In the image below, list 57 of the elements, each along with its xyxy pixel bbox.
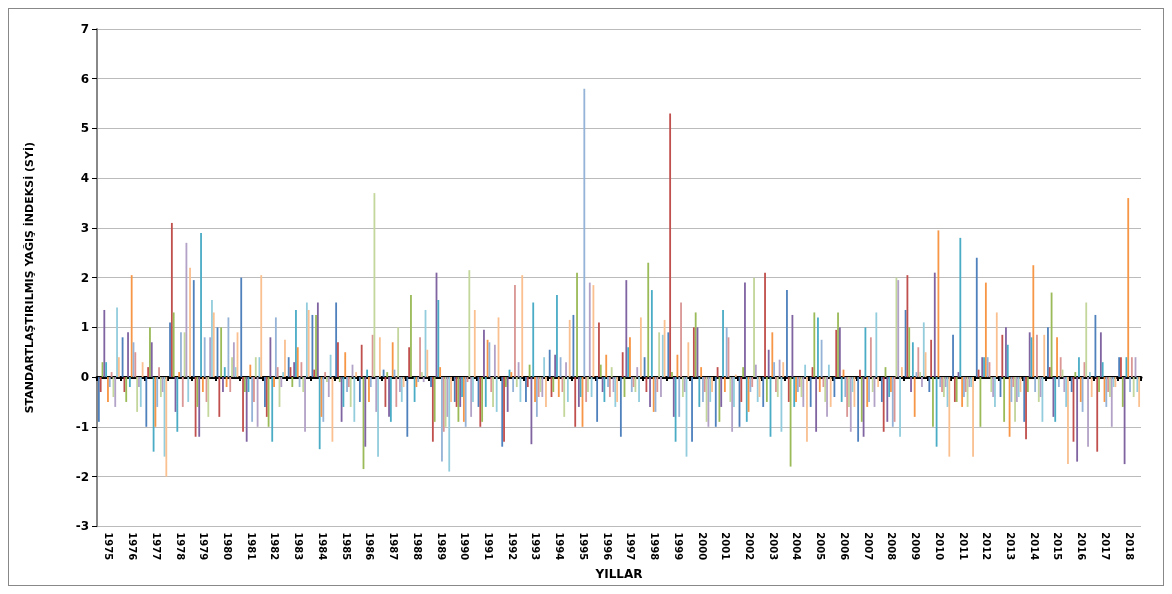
x-tick-label: 2006 [838, 532, 850, 561]
x-tick-label: 1984 [316, 532, 328, 561]
x-tick-label: 1979 [198, 532, 210, 561]
x-tick-label: 1977 [150, 532, 162, 561]
x-tick-label: 2003 [767, 532, 779, 561]
x-tick-label: 2017 [1099, 532, 1111, 561]
x-tick-label: 2005 [815, 532, 827, 561]
x-tick-label: 2011 [957, 532, 969, 561]
x-tick-label: 1992 [506, 532, 518, 561]
y-tick-label: 5 [80, 121, 89, 136]
x-tick-label: 1983 [293, 532, 305, 561]
y-tick-label: 3 [80, 220, 89, 235]
x-tick-label: 1991 [483, 532, 494, 561]
x-tick-label: 2008 [886, 532, 898, 561]
x-tick-label: 2010 [933, 532, 945, 561]
x-tick-label: 2001 [720, 532, 732, 561]
x-tick-label: 1980 [222, 532, 233, 561]
x-tick-label: 1981 [245, 532, 257, 561]
x-tick-label: 1994 [554, 532, 566, 561]
x-tick-label: 1987 [388, 532, 400, 561]
y-tick-label: 6 [80, 71, 89, 86]
x-tick-label: 2002 [744, 532, 755, 561]
x-axis-title: YILLAR [594, 567, 643, 581]
y-tick-label: 0 [80, 370, 89, 385]
x-tick-label: 1990 [459, 532, 471, 561]
x-tick-label: 2013 [1005, 532, 1016, 561]
x-tick-label: 1988 [411, 532, 423, 561]
y-tick-label: -2 [75, 469, 89, 484]
x-tick-label: 2018 [1123, 532, 1135, 561]
x-tick-label: 1989 [435, 532, 447, 561]
y-tick-label: -1 [75, 419, 89, 434]
x-tick-label: 2012 [981, 532, 993, 561]
x-tick-label: 1975 [103, 532, 115, 561]
x-tick-label: 1993 [530, 532, 542, 561]
y-tick-label: 7 [80, 22, 89, 36]
x-tick-label: 2000 [696, 532, 708, 561]
x-tick-label: 1999 [672, 532, 684, 561]
x-tick-label: 2007 [862, 532, 874, 561]
x-tick-label: 1976 [127, 532, 139, 561]
x-tick-label: 1986 [364, 532, 376, 561]
x-tick-label: 2016 [1076, 532, 1088, 561]
y-tick-label: 2 [80, 270, 89, 285]
x-tick-label: 2015 [1052, 532, 1064, 561]
y-tick-label: -3 [75, 519, 89, 534]
x-tick-label: 1982 [269, 532, 281, 561]
y-tick-label: 1 [80, 320, 89, 335]
x-tick-label: 2014 [1028, 532, 1040, 561]
y-tick-label: 4 [80, 171, 89, 186]
x-tick-label: 1997 [625, 532, 637, 561]
x-tick-label: 2004 [791, 532, 803, 561]
x-tick-label: 1985 [340, 532, 352, 561]
x-tick-label: 1996 [601, 532, 613, 561]
x-tick-label: 1978 [174, 532, 186, 561]
x-tick-label: 1995 [577, 532, 589, 561]
x-tick-label: 2009 [910, 532, 922, 561]
y-axis-title: STANDARTLAŞTIRILMIŞ YAĞIŞ İNDEKSİ (SYİ) [22, 141, 36, 414]
x-tick-label: 1998 [649, 532, 661, 561]
